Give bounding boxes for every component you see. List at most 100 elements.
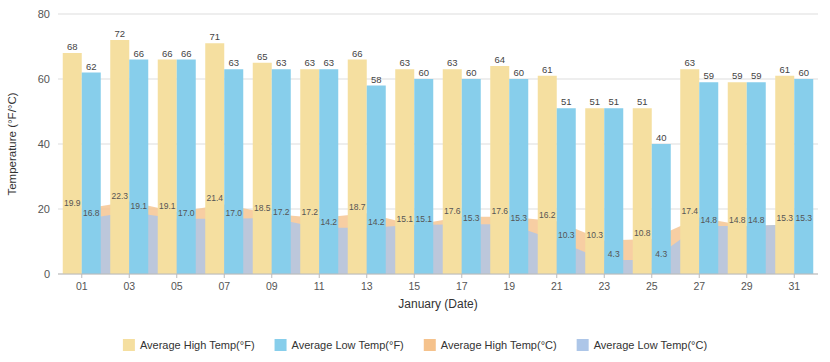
x-tick: [794, 274, 795, 278]
data-label: 51: [561, 96, 572, 107]
bar: [224, 69, 243, 274]
data-label: 15.3: [795, 213, 812, 223]
x-tick: [224, 274, 225, 278]
x-tick-label: 09: [266, 280, 278, 292]
data-label: 17.0: [225, 208, 242, 218]
bar: [794, 79, 813, 274]
x-tick: [414, 274, 415, 278]
bar: [462, 79, 481, 274]
x-tick: [271, 274, 272, 278]
bar: [585, 108, 604, 274]
x-tick: [651, 274, 652, 278]
plot-area: [63, 40, 814, 274]
data-label: 61: [542, 64, 553, 75]
x-tick: [81, 274, 82, 278]
data-label: 63: [399, 57, 410, 68]
bar: [177, 60, 196, 275]
data-label: 10.3: [558, 230, 575, 240]
bar: [604, 108, 623, 274]
data-label: 17.6: [444, 206, 461, 216]
x-tick: [699, 274, 700, 278]
data-label: 14.2: [368, 217, 385, 227]
data-label: 63: [447, 57, 458, 68]
y-tick-label: 40: [38, 138, 50, 150]
data-label: 22.3: [111, 191, 128, 201]
x-tick-label: 13: [361, 280, 373, 292]
bar: [129, 60, 148, 275]
legend-swatch: [275, 339, 287, 351]
data-label: 60: [513, 67, 524, 78]
x-tick: [176, 274, 177, 278]
legend-item: Average Low Temp(°F): [275, 339, 404, 351]
y-axis: 020406080: [38, 8, 818, 280]
legend: Average High Temp(°F)Average Low Temp(°F…: [123, 339, 707, 351]
bar: [557, 108, 576, 274]
bar: [633, 108, 652, 274]
data-label: 21.4: [206, 193, 223, 203]
data-label: 65: [257, 51, 268, 62]
bar: [348, 60, 367, 275]
y-tick-label: 20: [38, 203, 50, 215]
legend-swatch: [424, 339, 436, 351]
data-label: 4.3: [608, 249, 620, 259]
x-tick-label: 21: [551, 280, 563, 292]
data-label: 63: [276, 57, 287, 68]
x-tick-label: 17: [456, 280, 468, 292]
bar: [490, 66, 509, 274]
data-label: 64: [494, 54, 505, 65]
data-label: 19.1: [159, 201, 176, 211]
bar: [367, 86, 386, 275]
bar: [82, 73, 101, 275]
y-tick-label: 60: [38, 73, 50, 85]
bar: [652, 144, 671, 274]
y-axis-label: Temperature (°F/°C): [6, 92, 18, 195]
legend-label: Average Low Temp(°C): [594, 339, 707, 351]
data-label: 59: [703, 70, 714, 81]
bar: [319, 69, 338, 274]
x-tick: [746, 274, 747, 278]
data-label: 4.3: [655, 249, 667, 259]
data-label: 63: [684, 57, 695, 68]
data-label: 17.2: [273, 207, 290, 217]
data-label: 14.8: [748, 215, 765, 225]
bar: [680, 69, 699, 274]
data-label: 18.5: [254, 203, 271, 213]
data-label: 19.9: [64, 198, 81, 208]
data-label: 68: [67, 41, 78, 52]
data-label: 18.7: [349, 202, 366, 212]
x-axis: 01030507091113151719212325272931: [58, 274, 818, 292]
y-tick-label: 0: [44, 268, 50, 280]
data-label: 66: [162, 48, 173, 59]
data-label: 59: [732, 70, 743, 81]
bar: [63, 53, 82, 274]
bar: [395, 69, 414, 274]
data-label: 17.4: [681, 206, 698, 216]
data-label: 62: [86, 61, 97, 72]
bar: [414, 79, 433, 274]
x-tick-label: 23: [598, 280, 610, 292]
grid-line: [58, 14, 818, 15]
data-label: 17.2: [301, 207, 318, 217]
x-axis-line: [58, 274, 818, 275]
data-label: 15.1: [396, 214, 413, 224]
bar: [775, 76, 794, 274]
data-label: 15.1: [415, 214, 432, 224]
data-label: 66: [181, 48, 192, 59]
x-tick-label: 19: [503, 280, 515, 292]
data-label: 61: [779, 64, 790, 75]
legend-label: Average Low Temp(°F): [292, 339, 404, 351]
data-label: 66: [352, 48, 363, 59]
data-label: 15.3: [510, 213, 527, 223]
x-tick-label: 05: [171, 280, 183, 292]
x-tick-label: 11: [314, 280, 325, 292]
x-tick-label: 29: [741, 280, 753, 292]
data-label: 10.3: [586, 230, 603, 240]
data-labels: 6872667165636663636461515163596162666663…: [64, 28, 812, 259]
data-label: 51: [589, 96, 600, 107]
bar: [699, 82, 718, 274]
data-label: 14.8: [729, 215, 746, 225]
chart: 0204060806872667165636663636461515163596…: [0, 0, 830, 362]
data-label: 71: [209, 31, 220, 42]
data-label: 51: [637, 96, 648, 107]
data-label: 51: [608, 96, 619, 107]
